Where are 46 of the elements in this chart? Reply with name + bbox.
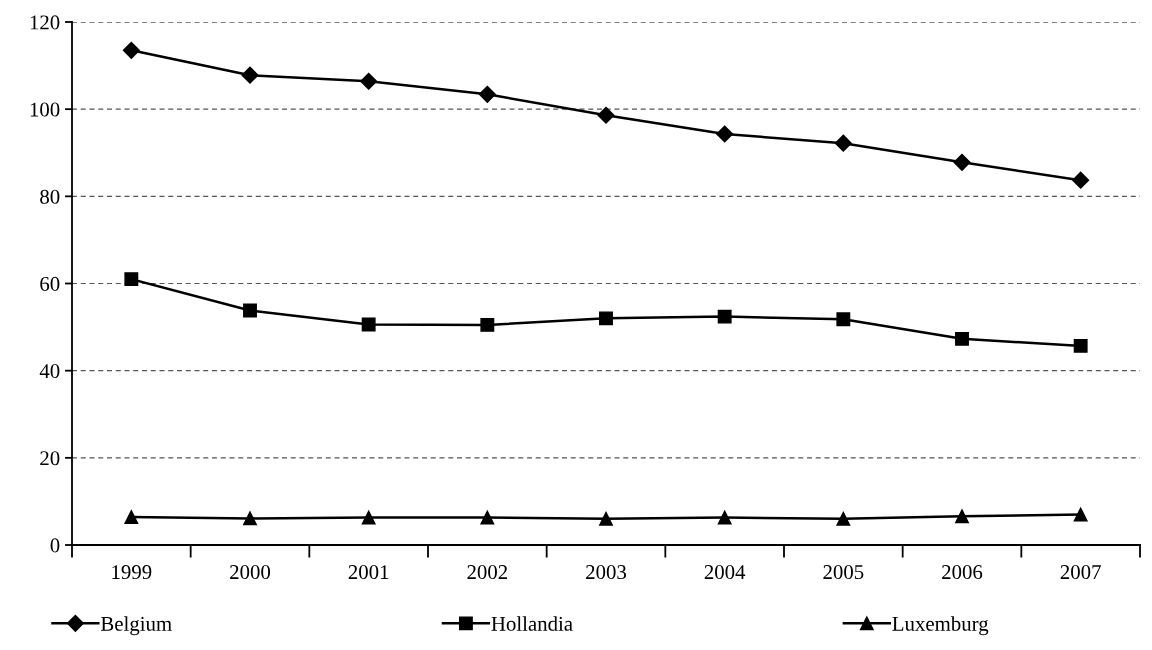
point [361,317,376,332]
point [122,41,140,59]
point [716,125,734,143]
x-tick-label: 2005 [823,565,864,580]
point [953,153,971,171]
point [480,317,495,332]
point [599,311,613,326]
point [124,510,139,525]
legend-label: Belgium [100,616,172,636]
x-tick-label: 2000 [230,565,271,580]
x-tick-label: 2004 [704,565,746,580]
point [717,510,732,525]
point [717,309,732,324]
point [1073,507,1088,522]
legend-label: Luxemburg [892,616,989,636]
point [478,85,496,103]
point [243,511,257,526]
point [241,66,259,84]
point [597,106,615,124]
point [836,312,851,327]
y-tick-label: 0 [50,538,60,553]
point [1072,171,1090,189]
y-tick-label: 100 [30,102,60,117]
x-tick-label: 2002 [467,565,508,580]
point [834,134,852,152]
legend-label: Hollandia [491,616,573,631]
y-tick-label: 20 [40,451,60,466]
point [1073,338,1088,353]
point [836,511,851,526]
x-tick-label: 2006 [942,565,983,580]
x-tick-label: 1999 [112,565,152,580]
point [361,510,376,525]
point [243,303,257,318]
y-tick-label: 120 [30,15,60,30]
x-tick-label: 2001 [348,565,389,580]
y-tick-label: 40 [39,364,60,379]
x-tick-label: 2007 [1060,565,1101,580]
point [955,331,969,346]
point [360,72,378,90]
point [480,510,495,525]
y-tick-label: 60 [40,276,60,291]
point [955,509,969,524]
x-tick-label: 2003 [586,565,627,580]
point [124,272,139,287]
y-tick-label: 80 [40,189,60,204]
point [599,511,613,526]
